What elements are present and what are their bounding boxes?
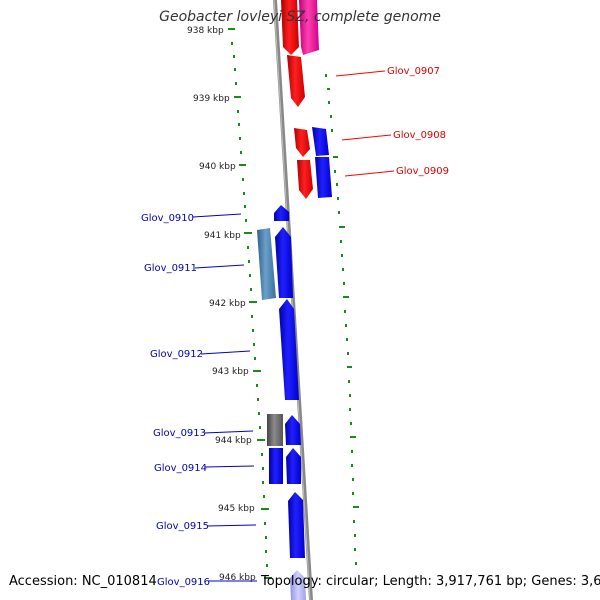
gene-feature-glov-0912[interactable] (279, 299, 299, 400)
tick-label-942: 942 kbp (209, 299, 246, 309)
gene-feature[interactable] (281, 0, 299, 55)
gene-feature-glov-0907[interactable] (287, 55, 305, 107)
position-tick-labels: 938 kbp 939 kbp 940 kbp 941 kbp 942 kbp … (187, 26, 256, 583)
genome-summary-text: Topology: circular; Length: 3,917,761 bp… (261, 574, 600, 589)
gene-label-glov-0915[interactable]: Glov_0915 (156, 521, 209, 532)
gene-feature-glov-0908-blue[interactable] (312, 127, 329, 156)
forward-strand-genes (281, 0, 332, 199)
gene-feature-glov-0913-gray[interactable] (267, 414, 283, 446)
gene-feature-glov-0909-red[interactable] (297, 160, 313, 199)
gene-label-glov-0909[interactable]: Glov_0909 (396, 166, 449, 177)
tick-label-940: 940 kbp (199, 162, 236, 172)
gene-labels-reverse: Glov_0910 Glov_0911 Glov_0912 Glov_0913 … (141, 213, 210, 588)
gene-feature-glov-0908-red[interactable] (294, 128, 310, 157)
gene-feature[interactable] (299, 0, 319, 55)
tick-label-946: 946 kbp (219, 573, 256, 583)
label-leader-lines (192, 70, 395, 582)
tick-label-938: 938 kbp (187, 26, 224, 36)
tick-label-943: 943 kbp (212, 367, 249, 377)
gene-feature-glov-0911-steel[interactable] (257, 228, 276, 300)
reverse-strand-genes (257, 205, 306, 600)
gene-feature-glov-0916[interactable] (290, 570, 306, 600)
gene-feature-glov-0914-blue-a[interactable] (269, 448, 283, 484)
gene-label-glov-0916[interactable]: Glov_0916 (157, 577, 210, 588)
gene-feature-glov-0910[interactable] (274, 205, 289, 221)
gene-label-glov-0908[interactable]: Glov_0908 (393, 130, 446, 141)
accession-text: Accession: NC_010814 (9, 574, 157, 589)
gene-feature-glov-0914-blue-b[interactable] (286, 448, 301, 484)
tick-label-941: 941 kbp (204, 231, 241, 241)
gene-label-glov-0914[interactable]: Glov_0914 (154, 463, 207, 474)
gene-label-glov-0910[interactable]: Glov_0910 (141, 213, 194, 224)
gene-feature-glov-0911-blue[interactable] (275, 227, 293, 298)
tick-label-939: 939 kbp (193, 94, 230, 104)
gene-label-glov-0913[interactable]: Glov_0913 (153, 428, 206, 439)
inner-tick-track (231, 42, 268, 567)
gene-label-glov-0912[interactable]: Glov_0912 (150, 349, 203, 360)
genome-backbone-highlight (273, 0, 311, 600)
gene-label-glov-0911[interactable]: Glov_0911 (144, 263, 197, 274)
gene-feature-glov-0915[interactable] (288, 492, 305, 558)
genome-title: Geobacter lovleyi SZ, complete genome (159, 9, 441, 25)
tick-label-945: 945 kbp (218, 504, 255, 514)
major-ticks (228, 28, 272, 579)
gene-feature-glov-0913-blue[interactable] (285, 415, 301, 445)
gene-label-glov-0907[interactable]: Glov_0907 (387, 66, 440, 77)
gene-labels-forward: Glov_0907 Glov_0908 Glov_0909 (387, 66, 449, 177)
tick-label-944: 944 kbp (215, 436, 252, 446)
outer-tick-track (325, 74, 359, 565)
gene-feature-glov-0909-blue[interactable] (315, 157, 332, 198)
